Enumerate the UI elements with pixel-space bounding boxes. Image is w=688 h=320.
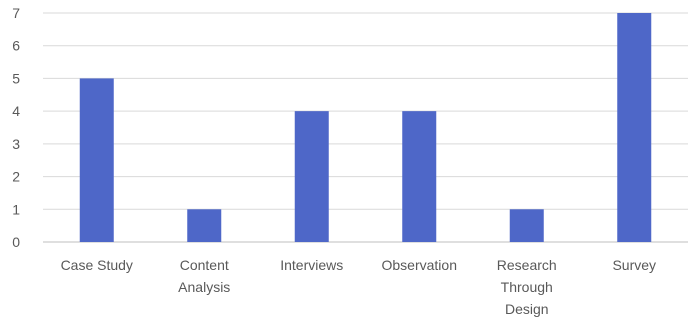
y-tick-label: 2 xyxy=(12,169,20,185)
bar xyxy=(187,209,222,242)
category-label-line: Through xyxy=(501,279,553,295)
bar xyxy=(402,111,437,243)
y-tick-label: 0 xyxy=(12,234,20,250)
category-label: Observation xyxy=(382,257,457,273)
category-label: Content Analysis xyxy=(178,257,230,295)
bar xyxy=(509,209,544,242)
y-axis-ticks: 0 1 2 3 4 5 6 7 xyxy=(12,5,20,250)
y-tick-label: 6 xyxy=(12,38,20,54)
category-label-line: Design xyxy=(505,301,549,317)
category-label-line: Case Study xyxy=(61,257,133,273)
category-label-line: Observation xyxy=(382,257,457,273)
y-tick-label: 1 xyxy=(12,201,20,217)
category-label-line: Analysis xyxy=(178,279,230,295)
gridlines xyxy=(43,12,688,243)
bar xyxy=(617,13,652,242)
category-label: Survey xyxy=(612,257,656,273)
category-label-line: Interviews xyxy=(280,257,343,273)
x-axis-labels: Case Study Content Analysis Interviews Obser… xyxy=(61,257,656,317)
category-label: Interviews xyxy=(280,257,343,273)
category-label: Research Through Design xyxy=(497,257,557,317)
bars xyxy=(79,13,652,243)
y-tick-label: 4 xyxy=(12,103,20,119)
y-tick-label: 5 xyxy=(12,70,20,86)
y-tick-label: 3 xyxy=(12,136,20,152)
bar xyxy=(294,111,329,243)
y-tick-label: 7 xyxy=(12,5,20,21)
bar xyxy=(79,78,114,242)
category-label-line: Survey xyxy=(612,257,656,273)
category-label-line: Content xyxy=(180,257,229,273)
category-label: Case Study xyxy=(61,257,133,273)
category-label-line: Research xyxy=(497,257,557,273)
